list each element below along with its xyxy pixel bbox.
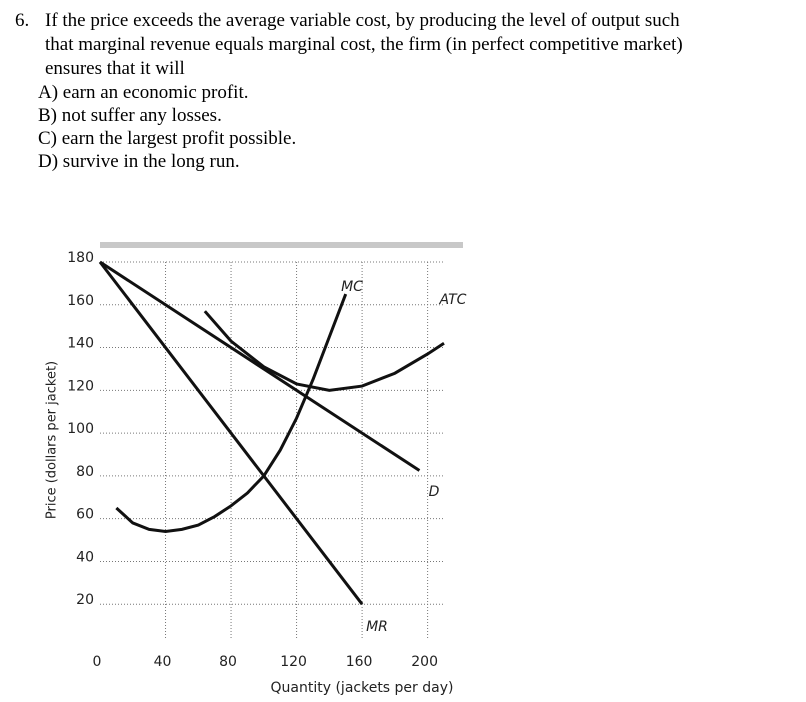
- y-tick-label: 160: [67, 293, 94, 309]
- curve: [115, 293, 348, 534]
- option: C) earn the largest profit possible.: [38, 128, 297, 149]
- x-tick-label: 200: [411, 654, 438, 670]
- y-tick-label: 20: [76, 592, 94, 608]
- x-tick-label: 160: [346, 654, 373, 670]
- chart-header-bar: [100, 242, 463, 248]
- curve: [98, 261, 364, 606]
- x-tick-label: 40: [154, 654, 172, 670]
- question-number: 6.: [15, 10, 30, 31]
- y-tick-label: 80: [76, 464, 94, 480]
- curve: [203, 310, 445, 392]
- question-line: that marginal revenue equals marginal co…: [45, 34, 683, 55]
- option: B) not suffer any losses.: [38, 105, 222, 126]
- curve-label: MC: [341, 279, 363, 295]
- curve-label: D: [429, 484, 440, 500]
- curve: [99, 260, 421, 472]
- y-tick-label: 40: [76, 549, 94, 565]
- option: A) earn an economic profit.: [38, 82, 249, 103]
- x-axis-label: Quantity (jackets per day): [271, 680, 454, 696]
- y-tick-label: 60: [76, 507, 94, 523]
- curve-label: ATC: [439, 292, 467, 308]
- y-tick-label: 180: [67, 250, 94, 266]
- curve-label: MR: [366, 619, 388, 635]
- x-tick-label: 120: [280, 654, 307, 670]
- y-tick-label: 100: [67, 421, 94, 437]
- x-tick-label: 0: [93, 654, 102, 670]
- y-tick-label: 140: [67, 336, 94, 352]
- y-tick-label: 120: [67, 378, 94, 394]
- option: D) survive in the long run.: [38, 151, 240, 172]
- x-tick-label: 80: [219, 654, 237, 670]
- question-line: If the price exceeds the average variabl…: [45, 10, 680, 31]
- y-axis-label: Price (dollars per jacket): [45, 361, 60, 519]
- question-line: ensures that it will: [45, 58, 185, 79]
